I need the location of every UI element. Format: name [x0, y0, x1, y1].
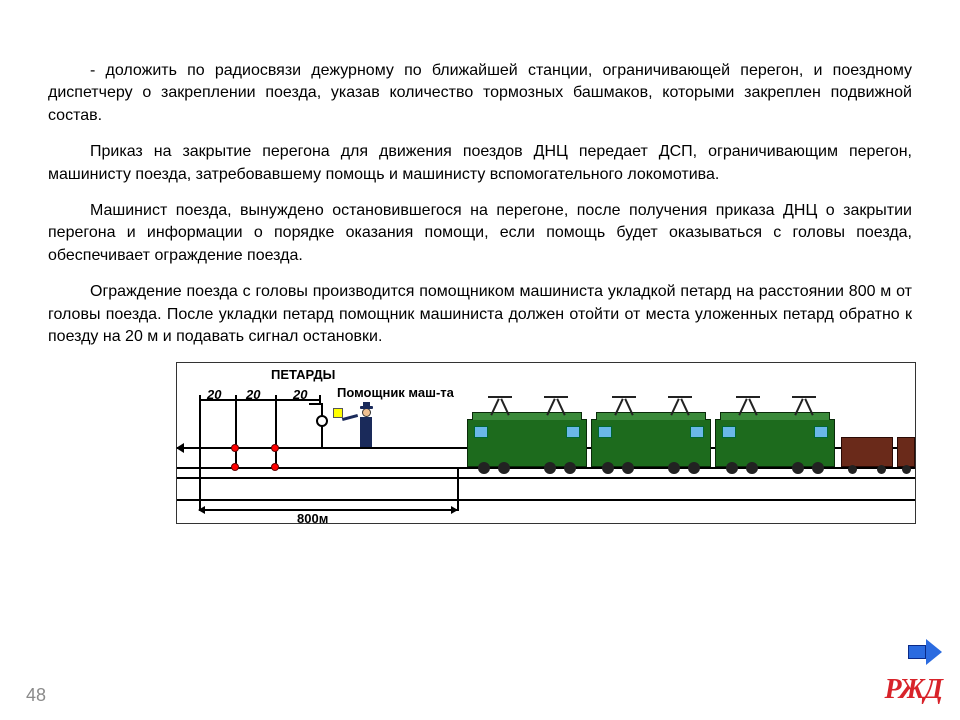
rail-line	[177, 499, 915, 501]
paragraph-1: - доложить по радиосвязи дежурному по бл…	[48, 60, 912, 127]
locomotive-icon	[715, 419, 835, 467]
page-number: 48	[26, 685, 46, 706]
vline-1	[199, 399, 201, 511]
petard-icon	[231, 444, 239, 452]
helper-person-icon	[355, 405, 377, 447]
rail-line	[177, 477, 915, 479]
petard-icon	[271, 463, 279, 471]
rzd-logo: РЖД	[885, 674, 942, 706]
dim-bar-top	[199, 399, 319, 401]
freight-car-icon	[841, 437, 893, 467]
signal-ball	[316, 415, 328, 427]
rail-arrow-icon	[176, 443, 184, 453]
freight-car-icon	[897, 437, 915, 467]
tick	[319, 395, 321, 403]
petardy-label: ПЕТАРДЫ	[271, 367, 335, 382]
vline-3	[275, 399, 277, 467]
locomotive-icon	[591, 419, 711, 467]
dim-800-label: 800м	[297, 511, 328, 526]
vline-2	[235, 399, 237, 467]
paragraph-2: Приказ на закрытие перегона для движения…	[48, 141, 912, 186]
text-content: - доложить по радиосвязи дежурному по бл…	[0, 0, 960, 524]
petard-icon	[231, 463, 239, 471]
paragraph-4: Ограждение поезда с головы производится …	[48, 281, 912, 348]
paragraph-3: Машинист поезда, вынуждено остановившего…	[48, 200, 912, 267]
helper-label: Помощник маш-та	[337, 385, 454, 400]
locomotive-icon	[467, 419, 587, 467]
next-page-button[interactable]	[908, 640, 942, 664]
signal-arm	[309, 403, 323, 405]
train-diagram: ПЕТАРДЫ Помощник маш-та 20 20 20	[176, 362, 916, 524]
dim-endline	[457, 467, 459, 511]
petard-icon	[271, 444, 279, 452]
